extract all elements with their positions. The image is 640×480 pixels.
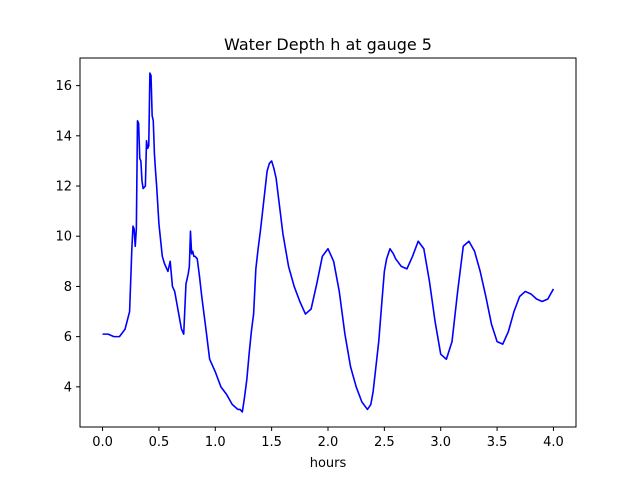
- y-tick-label: 16: [55, 79, 72, 94]
- x-tick-label: 1.5: [261, 435, 282, 450]
- plot-frame: [79, 57, 577, 428]
- y-tick-label: 6: [64, 330, 72, 345]
- y-tick-label: 4: [64, 380, 72, 395]
- y-tick-label: 10: [55, 230, 72, 245]
- y-tick-label: 14: [55, 129, 72, 144]
- x-tick-label: 2.5: [374, 435, 395, 450]
- x-tick-label: 1.0: [205, 435, 226, 450]
- x-axis-label: hours: [310, 456, 347, 471]
- x-tick-label: 0.5: [149, 435, 170, 450]
- y-tick-label: 12: [55, 180, 72, 195]
- x-tick-label: 3.5: [487, 435, 508, 450]
- x-tick-label: 4.0: [543, 435, 564, 450]
- series-line: [102, 72, 555, 413]
- x-tick-label: 3.0: [430, 435, 451, 450]
- y-axis-ticks: 4 6 8 10 12 14 16: [55, 79, 80, 395]
- x-axis-ticks: 0.0 0.5 1.0 1.5 2.0 2.5 3.0 3.5 4.0: [92, 427, 564, 450]
- y-tick-label: 8: [64, 280, 72, 295]
- x-tick-label: 2.0: [318, 435, 339, 450]
- chart-title: Water Depth h at gauge 5: [224, 35, 432, 54]
- x-tick-label: 0.0: [92, 435, 113, 450]
